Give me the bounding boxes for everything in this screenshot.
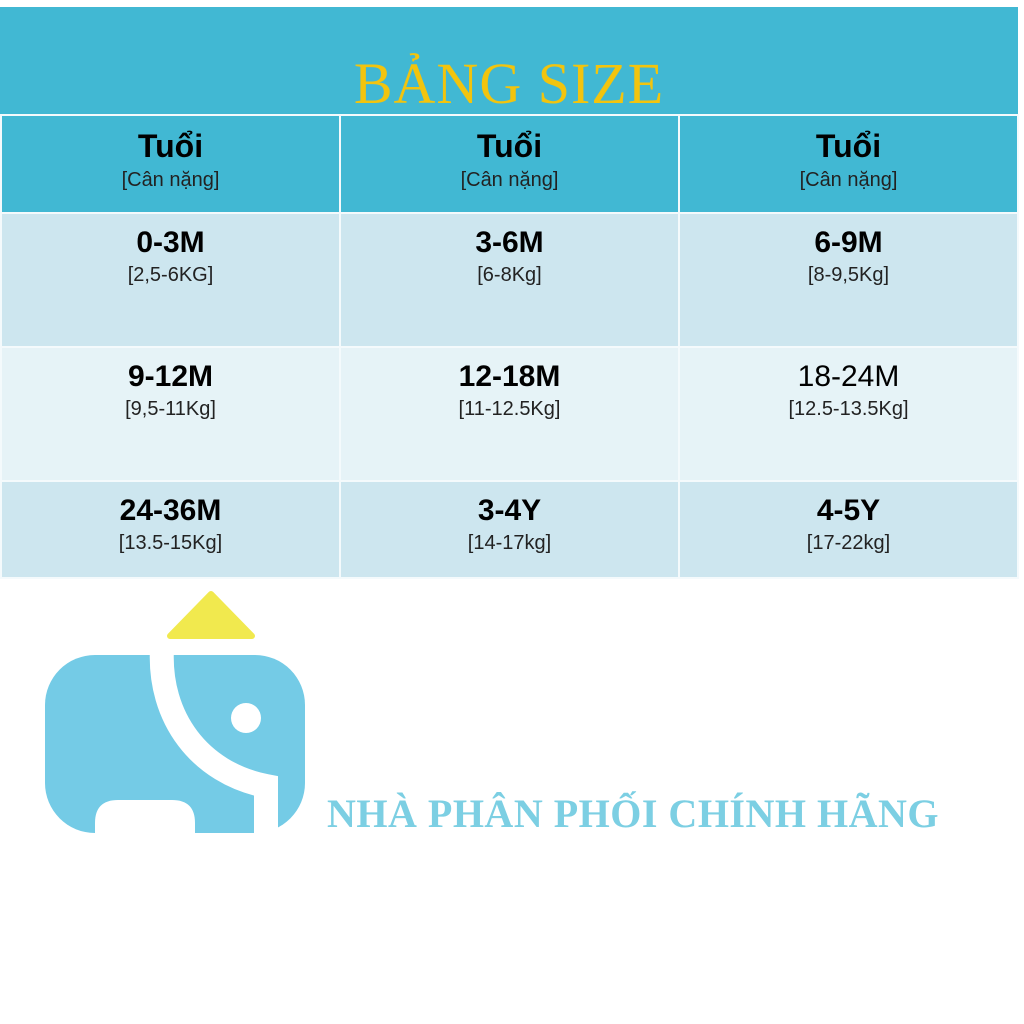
size-cell: 12-18M [11-12.5Kg] bbox=[339, 346, 680, 482]
header-weight: [Cân nặng] bbox=[460, 169, 559, 191]
elephant-legs-gap bbox=[95, 800, 195, 838]
weight: [14-17kg] bbox=[467, 532, 552, 554]
weight: [9,5-11Kg] bbox=[125, 398, 216, 420]
age: 0-3M bbox=[136, 226, 205, 259]
age: 4-5Y bbox=[816, 494, 881, 527]
header-weight: [Cân nặng] bbox=[121, 169, 220, 191]
size-cell: 9-12M [9,5-11Kg] bbox=[0, 346, 341, 482]
header-age: Tuổi bbox=[815, 128, 882, 164]
size-cell: 0-3M [2,5-6KG] bbox=[0, 212, 341, 348]
weight: [11-12.5Kg] bbox=[458, 398, 561, 420]
slogan: NHÀ PHÂN PHỐI CHÍNH HÃNG bbox=[327, 791, 939, 836]
weight: [2,5-6KG] bbox=[127, 264, 214, 286]
size-cell: 3-6M [6-8Kg] bbox=[339, 212, 680, 348]
weight: [6-8Kg] bbox=[477, 264, 542, 286]
page-title: BẢNG SIZE bbox=[353, 51, 665, 116]
weight: [13.5-15Kg] bbox=[118, 532, 223, 554]
size-cell: 3-4Y [14-17kg] bbox=[339, 480, 680, 579]
age: 3-6M bbox=[475, 226, 544, 259]
size-cell: 4-5Y [17-22kg] bbox=[678, 480, 1019, 579]
header-cell: Tuổi [Cân nặng] bbox=[678, 114, 1019, 214]
elephant-icon bbox=[45, 591, 305, 838]
table-row: 0-3M [2,5-6KG] 3-6M [6-8Kg] 6-9M [8-9,5Kg] bbox=[0, 212, 1019, 348]
size-table: Tuổi [Cân nặng] Tuổi [Cân nặng] Tuổi [Cân n… bbox=[0, 114, 1019, 579]
table-header-row: Tuổi [Cân nặng] Tuổi [Cân nặng] Tuổi [Cân n… bbox=[0, 114, 1019, 214]
table-row: 24-36M [13.5-15Kg] 3-4Y [14-17kg] 4-5Y [17-… bbox=[0, 480, 1019, 579]
age: 24-36M bbox=[119, 494, 222, 527]
size-cell: 6-9M [8-9,5Kg] bbox=[678, 212, 1019, 348]
hat-icon bbox=[167, 591, 255, 639]
header-age: Tuổi bbox=[476, 128, 543, 164]
weight: [17-22kg] bbox=[806, 532, 891, 554]
title-band bbox=[0, 7, 1018, 114]
age: 12-18M bbox=[458, 360, 561, 393]
table-row: 9-12M [9,5-11Kg] 12-18M [11-12.5Kg] 18-24M… bbox=[0, 346, 1019, 482]
weight: [12.5-13.5Kg] bbox=[788, 398, 909, 420]
header-weight: [Cân nặng] bbox=[799, 169, 898, 191]
header-cell: Tuổi [Cân nặng] bbox=[339, 114, 680, 214]
size-cell: 18-24M [12.5-13.5Kg] bbox=[678, 346, 1019, 482]
age: 18-24M bbox=[797, 360, 900, 393]
elephant-trunk-line bbox=[149, 647, 278, 838]
elephant-eye bbox=[231, 703, 261, 733]
age: 3-4Y bbox=[477, 494, 542, 527]
header-cell: Tuổi [Cân nặng] bbox=[0, 114, 341, 214]
weight: [8-9,5Kg] bbox=[807, 264, 890, 286]
size-cell: 24-36M [13.5-15Kg] bbox=[0, 480, 341, 579]
age: 9-12M bbox=[127, 360, 214, 393]
age: 6-9M bbox=[814, 226, 883, 259]
header-age: Tuổi bbox=[137, 128, 204, 164]
